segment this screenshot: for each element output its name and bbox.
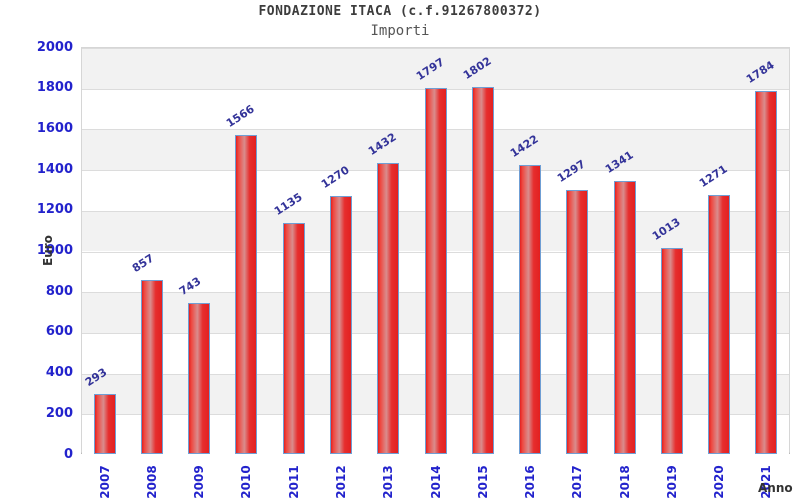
x-tick-label: 2018	[617, 465, 632, 499]
x-tick-label: 2020	[712, 465, 727, 499]
y-tick-label: 1400	[36, 161, 73, 177]
y-tick-label: 800	[45, 283, 73, 299]
x-tick-label: 2017	[570, 465, 585, 499]
bar-2009	[188, 302, 211, 454]
bar-2014	[424, 88, 447, 454]
bar-2010	[235, 135, 258, 454]
x-tick-label: 2019	[664, 465, 679, 499]
y-tick-label: 1000	[36, 243, 73, 258]
y-tick-label: 1200	[36, 202, 73, 218]
bar-2020	[708, 195, 731, 454]
bar-2007	[93, 394, 116, 454]
bar-2019	[660, 247, 683, 454]
y-tick-label: 400	[45, 365, 73, 381]
bar-2018	[613, 181, 636, 454]
y-tick-label: 1800	[36, 80, 73, 96]
y-tick-label: 1600	[36, 120, 73, 136]
chart-subtitle: Importi	[370, 23, 430, 39]
chart-title: FONDAZIONE ITACA (c.f.91267800372)	[258, 4, 542, 19]
y-tick-label: 200	[45, 405, 73, 421]
bar-2012	[329, 195, 352, 454]
bar-2013	[377, 162, 400, 454]
x-tick-label: 2011	[286, 465, 301, 499]
bar-2017	[566, 190, 589, 454]
bar-2021	[755, 90, 778, 454]
x-tick-label: 2010	[239, 465, 254, 499]
x-tick-label: 2014	[428, 465, 443, 499]
grid-band	[82, 48, 789, 89]
x-axis-label: Anno	[758, 481, 793, 495]
x-tick-label: 2009	[192, 465, 207, 499]
x-tick-label: 2016	[523, 465, 538, 499]
x-tick-label: 2015	[475, 465, 490, 499]
bar-2015	[471, 87, 494, 454]
y-tick-label: 600	[45, 324, 73, 340]
bar-2008	[140, 279, 163, 454]
x-tick-label: 2008	[144, 465, 159, 499]
y-tick-label: 2000	[36, 39, 73, 55]
bar-2011	[282, 223, 305, 454]
x-tick-label: 2012	[333, 465, 348, 499]
y-axis-label: Euro	[41, 235, 55, 266]
bar-2016	[519, 164, 542, 454]
x-tick-label: 2007	[97, 465, 112, 499]
y-tick-label: 0	[63, 446, 73, 462]
x-tick-label: 2013	[381, 465, 396, 499]
